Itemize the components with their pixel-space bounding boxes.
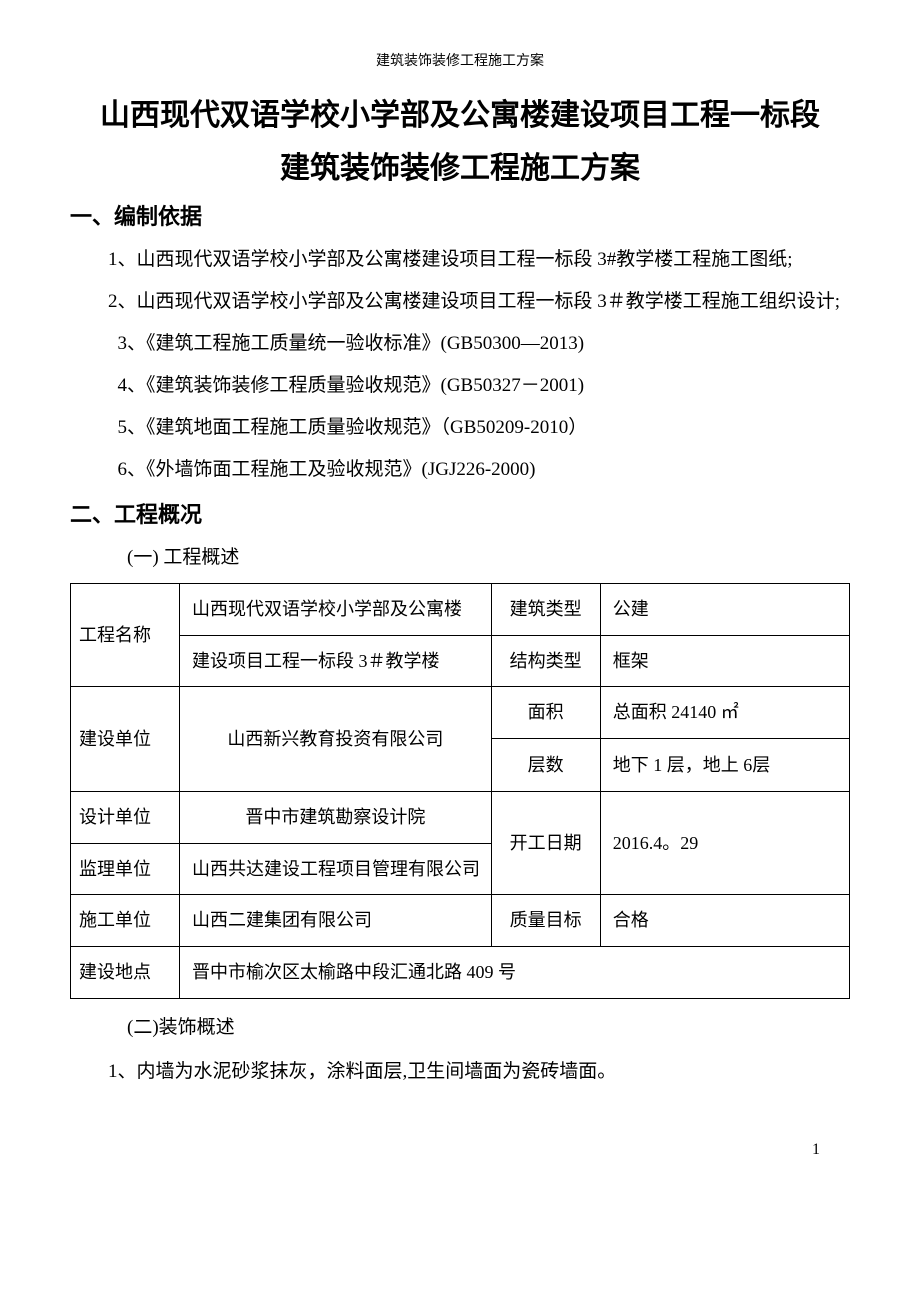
page-number: 1 — [70, 1141, 850, 1159]
table-row: 建设单位 山西新兴教育投资有限公司 面积 总面积 24140 ㎡ — [71, 687, 850, 739]
table-row: 建设地点 晋中市榆次区太榆路中段汇通北路 409 号 — [71, 946, 850, 998]
cell-start-date-label: 开工日期 — [491, 792, 600, 895]
cell-quality-target-value: 合格 — [600, 895, 849, 947]
cell-structure-type-label: 结构类型 — [491, 635, 600, 687]
cell-location-label: 建设地点 — [71, 946, 180, 998]
page-header: 建筑装饰装修工程施工方案 — [70, 50, 850, 70]
section1-item-6: 6、《外墙饰面工程施工及验收规范》(JGJ226-2000) — [70, 451, 850, 489]
cell-area-label: 面积 — [491, 687, 600, 739]
cell-design-unit-label: 设计单位 — [71, 792, 180, 844]
cell-quality-target-label: 质量目标 — [491, 895, 600, 947]
table-row: 工程名称 山西现代双语学校小学部及公寓楼 建筑类型 公建 — [71, 584, 850, 636]
section1-heading: 一、编制依据 — [70, 199, 850, 231]
table-row: 设计单位 晋中市建筑勘察设计院 开工日期 2016.4。29 — [71, 792, 850, 844]
section1-item-3: 3、《建筑工程施工质量统一验收标准》(GB50300—2013) — [70, 325, 850, 363]
cell-project-name-value1: 山西现代双语学校小学部及公寓楼 — [180, 584, 492, 636]
cell-contractor-label: 施工单位 — [71, 895, 180, 947]
table-row: 建设项目工程一标段 3＃教学楼 结构类型 框架 — [71, 635, 850, 687]
cell-project-name-value2: 建设项目工程一标段 3＃教学楼 — [180, 635, 492, 687]
section2-desc-item-1: 1、内墙为水泥砂浆抹灰，涂料面层,卫生间墙面为瓷砖墙面。 — [70, 1053, 850, 1091]
cell-design-unit-value: 晋中市建筑勘察设计院 — [180, 792, 492, 844]
cell-floors-value: 地下 1 层，地上 6层 — [600, 738, 849, 791]
section1-item-2: 2、山西现代双语学校小学部及公寓楼建设项目工程一标段 3＃教学楼工程施工组织设计… — [70, 283, 850, 321]
section2-sub2: (二)装饰概述 — [70, 1009, 850, 1047]
section2-sub1: (一) 工程概述 — [70, 539, 850, 577]
document-title-line2: 建筑装饰装修工程施工方案 — [70, 143, 850, 187]
cell-construction-unit-value: 山西新兴教育投资有限公司 — [180, 687, 492, 792]
section1-item-4: 4、《建筑装饰装修工程质量验收规范》(GB50327－2001) — [70, 367, 850, 405]
table-row: 施工单位 山西二建集团有限公司 质量目标 合格 — [71, 895, 850, 947]
project-overview-table: 工程名称 山西现代双语学校小学部及公寓楼 建筑类型 公建 建设项目工程一标段 3… — [70, 583, 850, 999]
cell-floors-label: 层数 — [491, 738, 600, 791]
cell-area-value: 总面积 24140 ㎡ — [600, 687, 849, 739]
cell-structure-type-value: 框架 — [600, 635, 849, 687]
section1-item-1: 1、山西现代双语学校小学部及公寓楼建设项目工程一标段 3#教学楼工程施工图纸; — [70, 241, 850, 279]
cell-supervision-unit-label: 监理单位 — [71, 843, 180, 895]
cell-start-date-value: 2016.4。29 — [600, 792, 849, 895]
document-title-line1: 山西现代双语学校小学部及公寓楼建设项目工程一标段 — [70, 95, 850, 137]
cell-building-type-label: 建筑类型 — [491, 584, 600, 636]
cell-project-name-label: 工程名称 — [71, 584, 180, 687]
section2-heading: 二、工程概况 — [70, 497, 850, 529]
section1-item-5: 5、《建筑地面工程施工质量验收规范》（GB50209-2010） — [70, 409, 850, 447]
cell-supervision-unit-value: 山西共达建设工程项目管理有限公司 — [180, 843, 492, 895]
cell-contractor-value: 山西二建集团有限公司 — [180, 895, 492, 947]
cell-location-value: 晋中市榆次区太榆路中段汇通北路 409 号 — [180, 946, 850, 998]
cell-construction-unit-label: 建设单位 — [71, 687, 180, 792]
cell-building-type-value: 公建 — [600, 584, 849, 636]
